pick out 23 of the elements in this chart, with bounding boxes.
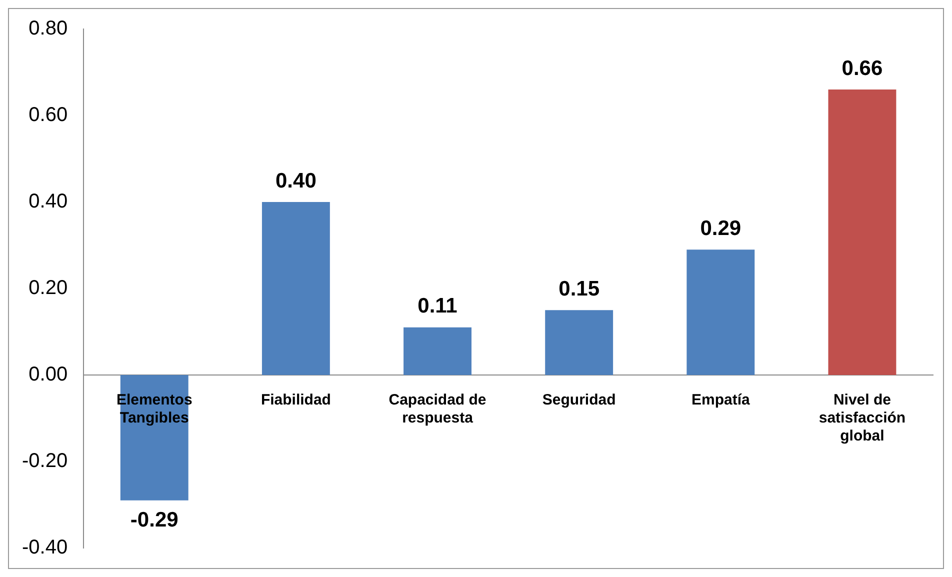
data-label: 0.40 [276, 169, 316, 192]
y-tick-label: 0.40 [28, 190, 68, 213]
y-tick-label: 0.60 [28, 104, 68, 126]
data-label: 0.66 [842, 56, 883, 80]
x-tick-label: Nivel de satisfacción global [818, 392, 906, 445]
data-label: 0.15 [558, 277, 600, 300]
y-tick-label: 0.00 [28, 364, 68, 386]
bar [828, 90, 896, 375]
bar [404, 327, 472, 375]
x-tick-label: Fiabilidad [260, 392, 331, 409]
bar [545, 310, 614, 375]
y-tick-label: 0.80 [28, 18, 68, 40]
data-label: 0.11 [418, 294, 458, 318]
y-tick-label: -0.40 [22, 536, 68, 559]
data-label: -0.29 [130, 508, 178, 532]
data-label: 0.29 [700, 216, 742, 240]
y-tick-label: 0.20 [28, 277, 68, 300]
bar [262, 202, 330, 375]
x-tick-label: Capacidad de respuesta [388, 392, 486, 427]
x-tick-label: Empatía [691, 392, 750, 409]
y-tick-label: -0.20 [22, 450, 68, 472]
x-tick-label: Seguridad [542, 392, 616, 409]
bar [686, 250, 755, 375]
